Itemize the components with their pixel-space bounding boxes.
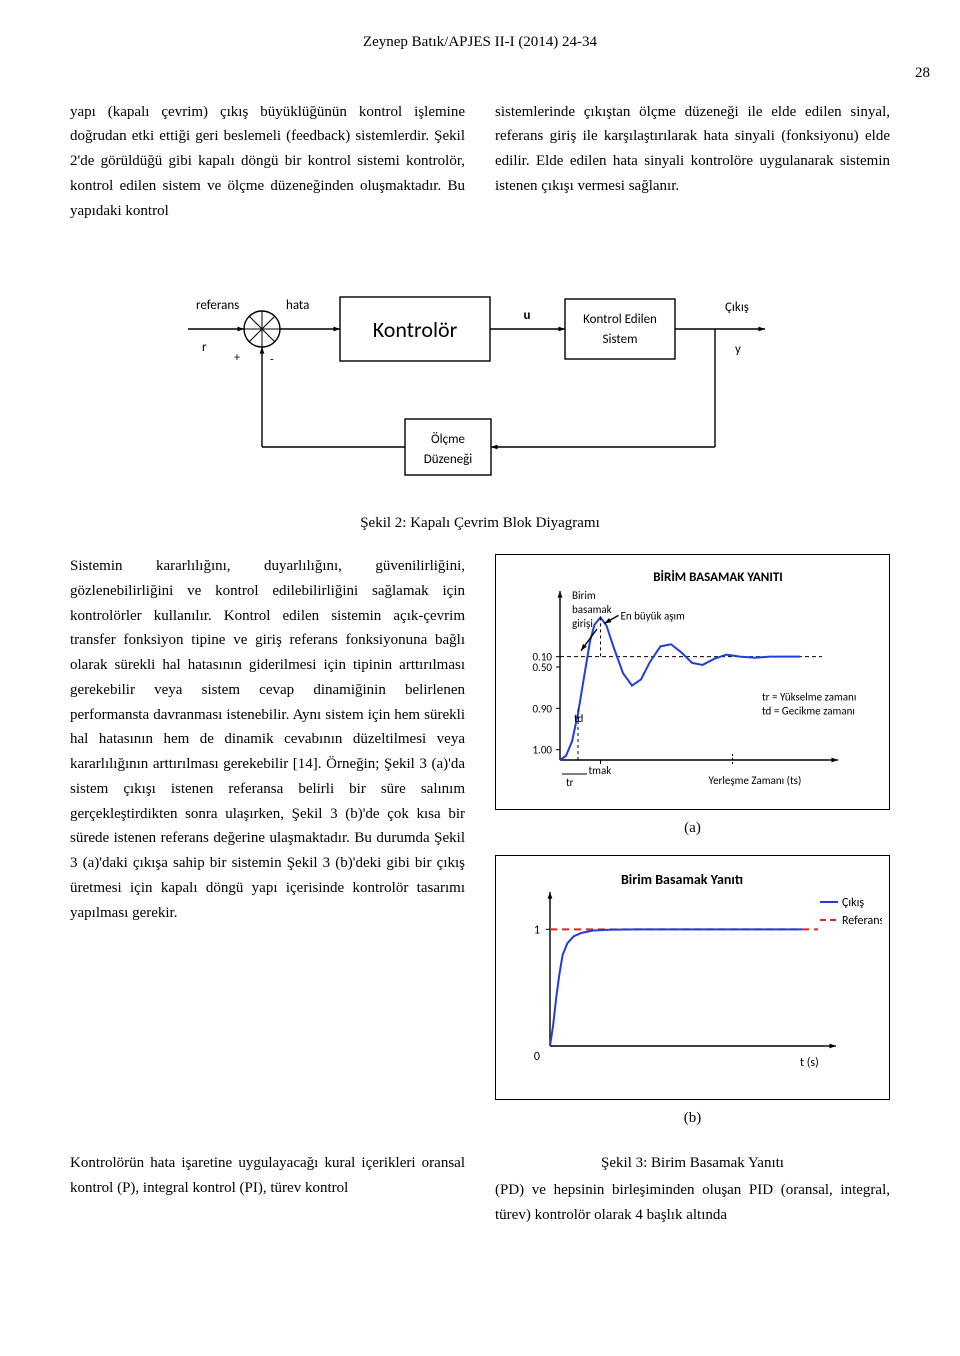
para3-right: (PD) ve hepsinin birleşiminden oluşan PI…	[495, 1178, 890, 1228]
svg-text:Kontrol Edilen: Kontrol Edilen	[583, 312, 657, 327]
block-diagram-svg: Kontrolör Kontrol Edilen Sistem Ölçme Düzene…	[170, 249, 790, 499]
para1-left: yapı (kapalı çevrim) çıkış büyüklüğünün …	[70, 100, 465, 224]
caption-fig2: Şekil 2: Kapalı Çevrim Blok Diyagramı	[70, 511, 890, 536]
page-number: 28	[70, 61, 930, 86]
step-chart-a-svg: BİRİM BASAMAK YANITI1.000.900.500.10Biri…	[502, 565, 882, 790]
svg-text:Kontrolör: Kontrolör	[373, 316, 458, 343]
svg-text:hata: hata	[286, 298, 309, 313]
svg-text:tr: tr	[566, 776, 574, 789]
svg-text:-: -	[270, 353, 274, 367]
svg-text:r: r	[202, 340, 207, 355]
para3-left: Kontrolörün hata işaretine uygulayacağı …	[70, 1151, 465, 1201]
svg-text:Yerleşme Zamanı (ts): Yerleşme Zamanı (ts)	[709, 774, 802, 787]
svg-text:basamak: basamak	[572, 603, 612, 616]
step-chart-b-svg: Birim Basamak Yanıtı 1 0 t (s) Çıkış Referans	[502, 866, 882, 1081]
svg-text:Referans: Referans	[842, 914, 882, 928]
svg-text:Birim Basamak Yanıtı: Birim Basamak Yanıtı	[621, 871, 743, 888]
svg-text:1: 1	[534, 923, 540, 937]
step-chart-b-box: Birim Basamak Yanıtı 1 0 t (s) Çıkış Referans	[495, 855, 890, 1101]
para1-right: sistemlerinde çıkıştan ölçme düzeneği il…	[495, 100, 890, 199]
svg-text:+: +	[234, 351, 240, 365]
mid-section: Sistemin kararlılığını, duyarlılığını, g…	[70, 554, 890, 1145]
svg-text:Ölçme: Ölçme	[431, 432, 465, 447]
svg-text:0.10: 0.10	[532, 651, 552, 664]
running-head: Zeynep Batık/APJES II-I (2014) 24-34	[70, 30, 890, 55]
block-diagram-fig2: Kontrolör Kontrol Edilen Sistem Ölçme Düzene…	[70, 249, 890, 499]
svg-text:tmak: tmak	[589, 764, 612, 777]
svg-text:BİRİM BASAMAK YANITI: BİRİM BASAMAK YANITI	[653, 569, 782, 585]
svg-text:En büyük aşım: En büyük aşım	[621, 609, 686, 622]
para2-left: Sistemin kararlılığını, duyarlılığını, g…	[70, 554, 465, 925]
svg-text:Düzeneği: Düzeneği	[424, 452, 473, 467]
svg-text:t (s): t (s)	[800, 1056, 819, 1070]
svg-text:Sistem: Sistem	[603, 332, 638, 347]
svg-text:u: u	[524, 308, 531, 323]
step-chart-a-box: BİRİM BASAMAK YANITI1.000.900.500.10Biri…	[495, 554, 890, 810]
label-b: (b)	[495, 1106, 890, 1131]
svg-text:td = Gecikme zamanı: td = Gecikme zamanı	[762, 705, 855, 718]
svg-text:tr = Yükselme zamanı: tr = Yükselme zamanı	[762, 691, 856, 704]
svg-text:Çıkış: Çıkış	[725, 300, 749, 315]
svg-text:girişi: girişi	[572, 617, 593, 630]
bottom-paragraphs: Kontrolörün hata işaretine uygulayacağı …	[70, 1151, 890, 1231]
svg-text:0: 0	[534, 1050, 540, 1064]
svg-text:1.00: 1.00	[532, 744, 552, 757]
svg-text:0.90: 0.90	[532, 702, 552, 715]
paragraph-1: yapı (kapalı çevrim) çıkış büyüklüğünün …	[70, 100, 890, 228]
svg-text:Çıkış: Çıkış	[842, 896, 864, 910]
svg-text:referans: referans	[196, 298, 239, 313]
svg-text:Birim: Birim	[572, 589, 596, 602]
svg-text:td: td	[574, 712, 583, 725]
caption-fig3: Şekil 3: Birim Basamak Yanıtı	[495, 1151, 890, 1176]
label-a: (a)	[495, 816, 890, 841]
svg-text:y: y	[735, 342, 741, 357]
